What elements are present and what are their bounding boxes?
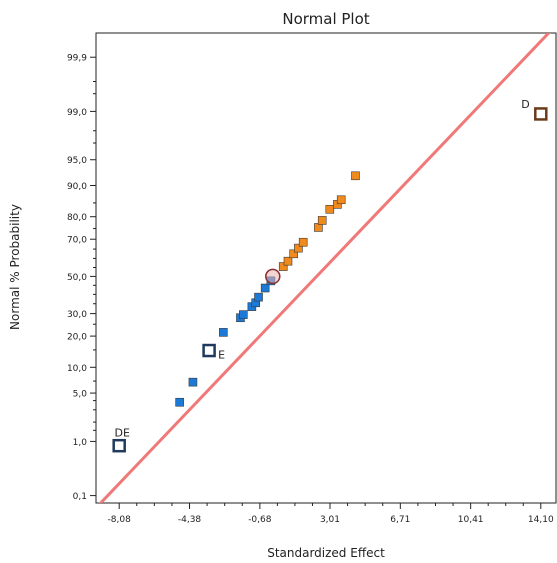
plot-area: 0,1 1,0 5,0 10,0 20,0 30,0 50,0 70,0 80,0 90,0 95,…: [67, 32, 557, 525]
y-tick-label: 10,0: [67, 364, 87, 374]
negative-effect-marker: [175, 397, 184, 407]
highlighted-effect-marker: [112, 438, 126, 453]
y-tick-label: 20,0: [67, 333, 87, 343]
y-tick-label: 70,0: [67, 236, 87, 246]
y-tick-label: 99,0: [67, 108, 87, 118]
positive-effect-marker: [351, 171, 360, 181]
y-tick-label: 5,0: [73, 390, 88, 400]
x-tick-label: 6,71: [390, 515, 410, 525]
y-tick-label: 50,0: [67, 273, 87, 283]
y-tick-label: 90,0: [67, 182, 87, 192]
y-tick-label: 0,1: [73, 492, 87, 502]
highlighted-effect-marker: [534, 107, 548, 121]
plot-frame: [95, 32, 557, 504]
point-label: E: [218, 349, 225, 362]
negative-effect-marker: [239, 310, 248, 319]
y-tick-label: 95,0: [67, 156, 87, 166]
x-tick-label: 14,10: [528, 515, 554, 525]
positive-effect-marker: [336, 195, 346, 205]
y-tick-label: 1,0: [73, 438, 88, 448]
positive-effect-marker: [283, 256, 293, 266]
x-tick-label: 10,41: [458, 515, 484, 525]
chart-title: Normal Plot: [282, 10, 369, 28]
x-axis-title: Standardized Effect: [267, 546, 385, 560]
negative-effect-marker: [254, 292, 263, 302]
positive-effect-marker: [325, 204, 335, 214]
x-tick-label: -8,08: [108, 515, 132, 525]
positive-effect-marker: [294, 243, 303, 253]
positive-effect-marker: [278, 262, 288, 271]
negative-effect-marker: [188, 377, 198, 387]
positive-effect-marker: [317, 216, 327, 225]
highlighted-effect-marker: [202, 343, 216, 358]
reference-line: [98, 33, 551, 503]
point-label: DE: [114, 427, 129, 440]
y-axis-title: Normal % Probability: [8, 204, 22, 330]
positive-effect-marker: [298, 237, 308, 247]
center-point-marker: [265, 268, 281, 285]
x-tick-label: 3,01: [320, 515, 340, 525]
positive-effect-marker: [289, 249, 298, 259]
negative-effect-marker: [219, 328, 228, 337]
point-label: D: [521, 98, 529, 111]
y-tick-label: 30,0: [67, 310, 87, 320]
x-tick-label: -0,68: [248, 515, 272, 525]
negative-effect-marker: [260, 283, 270, 293]
x-tick-label: -4,38: [178, 515, 202, 525]
y-tick-label: 99,9: [67, 54, 87, 64]
y-tick-label: 80,0: [67, 213, 87, 223]
